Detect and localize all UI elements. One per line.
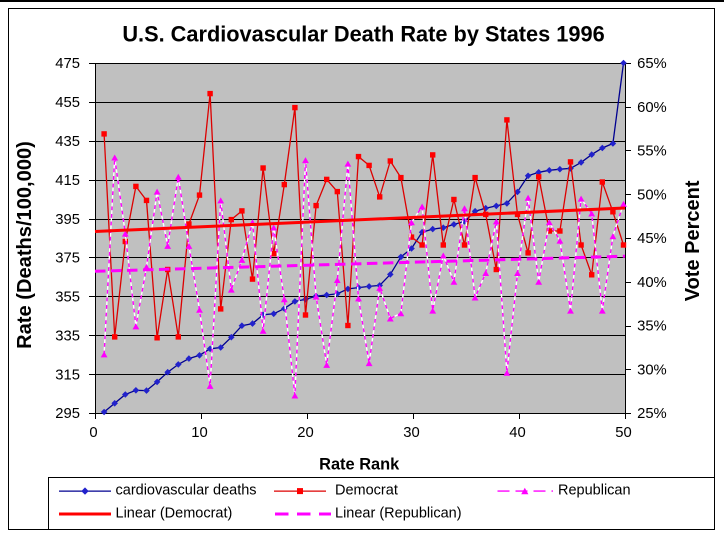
svg-text:Vote Percent: Vote Percent (682, 180, 704, 301)
svg-text:Democrat: Democrat (335, 483, 398, 499)
svg-text:30: 30 (403, 425, 419, 441)
svg-text:20: 20 (297, 425, 313, 441)
svg-text:60%: 60% (637, 100, 667, 116)
svg-text:375: 375 (55, 251, 80, 267)
svg-text:40%: 40% (637, 275, 667, 291)
svg-text:40: 40 (509, 425, 525, 441)
svg-text:25%: 25% (637, 406, 667, 422)
svg-text:435: 435 (55, 134, 80, 150)
svg-text:50: 50 (615, 425, 631, 441)
svg-text:45%: 45% (637, 231, 667, 247)
svg-text:Rate (Deaths/100,000): Rate (Deaths/100,000) (14, 141, 36, 349)
svg-text:50%: 50% (637, 187, 667, 203)
svg-text:35%: 35% (637, 319, 667, 335)
svg-text:295: 295 (55, 406, 80, 422)
svg-text:Rate Rank: Rate Rank (319, 455, 400, 473)
svg-text:10: 10 (191, 425, 207, 441)
svg-text:U.S. Cardiovascular Death Rate: U.S. Cardiovascular Death Rate by States… (122, 22, 604, 47)
svg-text:0: 0 (89, 425, 97, 441)
svg-text:415: 415 (55, 173, 80, 189)
svg-text:355: 355 (55, 290, 80, 306)
svg-text:395: 395 (55, 212, 80, 228)
svg-text:335: 335 (55, 328, 80, 344)
svg-text:455: 455 (55, 95, 80, 111)
svg-text:55%: 55% (637, 144, 667, 160)
svg-text:65%: 65% (637, 56, 667, 72)
svg-text:Linear (Republican): Linear (Republican) (335, 506, 462, 522)
svg-text:cardiovascular deaths: cardiovascular deaths (116, 483, 257, 499)
svg-text:Republican: Republican (558, 483, 631, 499)
svg-text:475: 475 (55, 56, 80, 72)
svg-text:315: 315 (55, 367, 80, 383)
svg-text:Linear (Democrat): Linear (Democrat) (116, 506, 233, 522)
svg-text:30%: 30% (637, 362, 667, 378)
